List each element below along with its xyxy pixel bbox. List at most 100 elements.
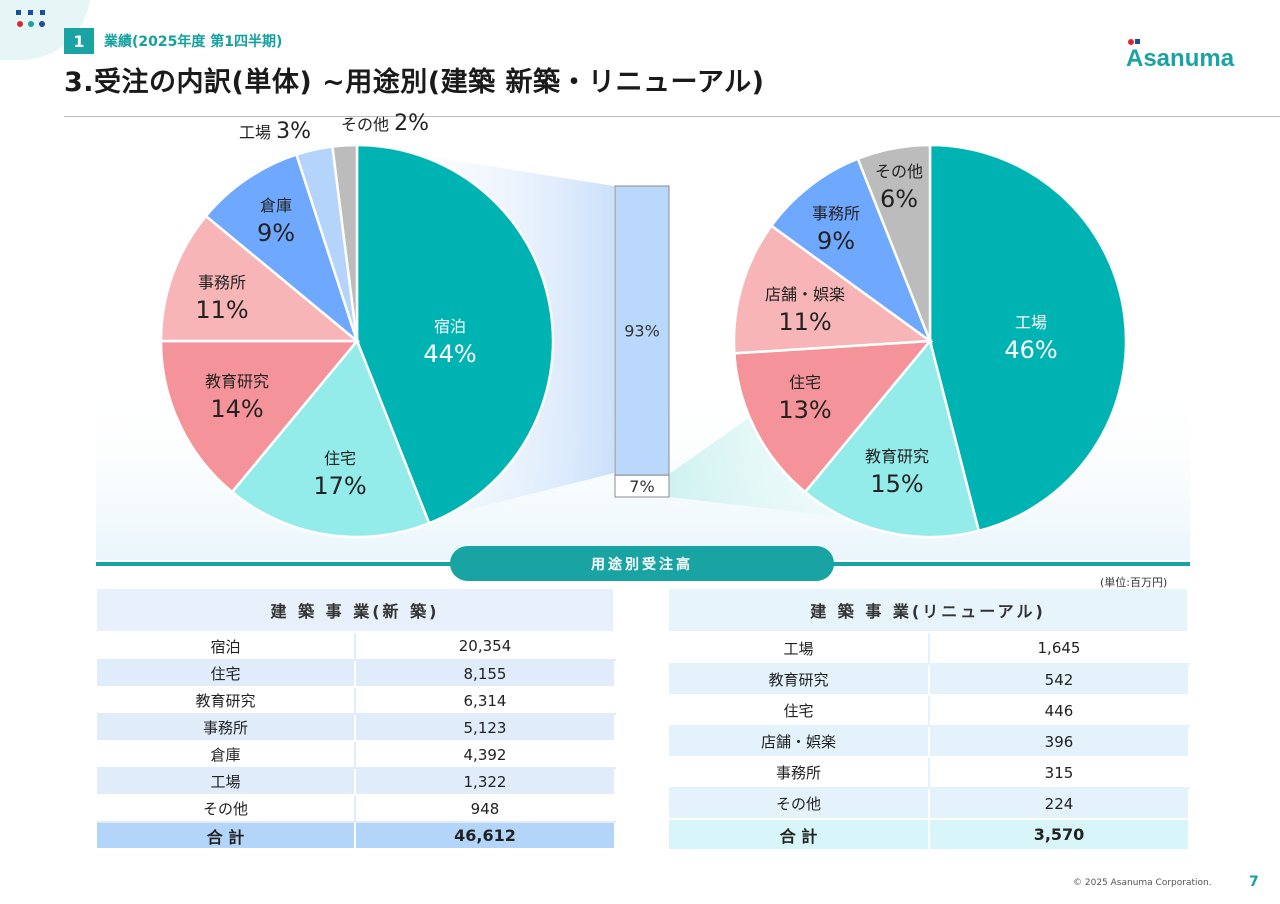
table-total-row: 合 計 3,570: [669, 819, 1190, 851]
slice-value: 9%: [817, 227, 855, 255]
row-label: 住宅: [669, 695, 930, 727]
pie-slice: [204, 153, 360, 345]
slice-label: 住宅: [789, 373, 821, 392]
slice-label: 住宅: [324, 449, 356, 468]
table-row: 倉庫 4,392: [97, 741, 616, 769]
pie-slice: [769, 157, 933, 345]
corner-decoration: [0, 0, 90, 60]
slice-value: 6%: [880, 185, 918, 213]
slice-label: 教育研究: [205, 372, 269, 391]
row-label: 教育研究: [97, 687, 356, 715]
table-row: 住宅 446: [669, 695, 1190, 727]
logo-text: Asanuma: [1126, 45, 1235, 72]
pie-charts: 宿泊 44% 住宅 17% 教育研究 14% 事務所 11% 倉庫 9% 工場 3% その他 2% 9…: [96, 111, 1190, 560]
table-row: 宿泊 20,354: [97, 633, 616, 661]
page-number: 7: [1249, 874, 1259, 890]
table-row: 事務所 315: [669, 757, 1190, 789]
page-title: 3.受注の内訳(単体) ~用途別(建築 新築・リニューアル): [64, 67, 765, 98]
pie-slice: [230, 338, 431, 539]
row-value: 20,354: [355, 633, 616, 661]
slice-label: 事務所: [198, 273, 246, 292]
slice-label: その他 2%: [341, 111, 429, 136]
pie-slice: [803, 338, 981, 539]
row-value: 4,392: [355, 741, 616, 769]
table-total-row: 合 計 46,612: [97, 822, 616, 850]
slice-label: 宿泊: [434, 317, 466, 336]
row-label: 倉庫: [97, 741, 356, 769]
table-new: 宿泊 20,354 住宅 8,155 教育研究 6,314 事務所 5,123 倉庫 4,392 工…: [97, 633, 616, 850]
row-value: 1,645: [929, 633, 1190, 665]
row-label: 教育研究: [669, 664, 930, 696]
row-label: その他: [97, 795, 356, 823]
stack-segment: [614, 474, 670, 498]
row-label: 宿泊: [97, 633, 356, 661]
slice-value: 11%: [195, 296, 248, 324]
row-value: 948: [355, 795, 616, 823]
row-label: 事務所: [97, 714, 356, 742]
table-row: 教育研究 542: [669, 664, 1190, 696]
table-row: その他 948: [97, 795, 616, 823]
slice-value: 14%: [210, 395, 263, 423]
pie-slice: [159, 339, 360, 494]
title-divider: [64, 116, 1280, 117]
stack-segment-label: 93%: [624, 322, 660, 341]
total-value: 46,612: [355, 822, 616, 850]
pie-slice: [856, 143, 932, 342]
row-label: その他: [669, 788, 930, 820]
table-row: 店舗・娯楽 396: [669, 726, 1190, 758]
row-label: 工場: [97, 768, 356, 796]
stack-segment-label: 7%: [629, 477, 654, 496]
slice-value: 15%: [870, 470, 923, 498]
table-row: 工場 1,322: [97, 768, 616, 796]
total-label: 合 計: [669, 819, 930, 851]
row-label: 店舗・娯楽: [669, 726, 930, 758]
row-value: 315: [929, 757, 1190, 789]
unit-label: (単位:百万円): [1100, 576, 1168, 589]
slice-value: 46%: [1004, 336, 1057, 364]
table-row: その他 224: [669, 788, 1190, 820]
slice-label: 工場: [1015, 313, 1047, 332]
slice-value: 17%: [313, 472, 366, 500]
row-value: 5,123: [355, 714, 616, 742]
slice-label: 倉庫: [260, 196, 292, 215]
row-value: 1,322: [355, 768, 616, 796]
section-number-badge: 1: [64, 28, 94, 54]
row-label: 工場: [669, 633, 930, 665]
row-value: 8,155: [355, 660, 616, 688]
table-row: 工場 1,645: [669, 633, 1190, 665]
slice-value: 11%: [778, 308, 831, 336]
company-logo: Asanuma: [1126, 39, 1235, 72]
row-label: 事務所: [669, 757, 930, 789]
pie-slice: [732, 224, 934, 355]
total-value: 3,570: [929, 819, 1190, 851]
slice-label: 教育研究: [865, 447, 929, 466]
table-row: 教育研究 6,314: [97, 687, 616, 715]
row-value: 6,314: [355, 687, 616, 715]
row-value: 446: [929, 695, 1190, 727]
pie-slice: [159, 214, 361, 343]
copyright: © 2025 Asanuma Corporation.: [1073, 878, 1212, 888]
table-row: 住宅 8,155: [97, 660, 616, 688]
total-label: 合 計: [97, 822, 356, 850]
slice-value: 13%: [778, 396, 831, 424]
slice-value: 9%: [257, 219, 295, 247]
stack-segment: [614, 185, 670, 476]
pie-slice: [331, 143, 359, 342]
table-title-renewal: 建 築 事 業(リニューアル): [669, 589, 1187, 631]
band-label: 用途別受注高: [450, 546, 834, 581]
table-title-new: 建 築 事 業(新 築): [97, 589, 613, 631]
table-renewal: 工場 1,645 教育研究 542 住宅 446 店舗・娯楽 396 事務所 315 その他 224 合…: [669, 633, 1190, 851]
row-value: 396: [929, 726, 1190, 758]
pie-slice: [355, 143, 555, 525]
pie-slice: [928, 143, 1128, 533]
section-label: 業績(2025年度 第1四半期): [104, 34, 283, 50]
row-label: 住宅: [97, 660, 356, 688]
slice-label: 工場 3%: [239, 119, 311, 144]
slice-label: 店舗・娯楽: [765, 285, 845, 304]
row-value: 542: [929, 664, 1190, 696]
slice-label: その他: [875, 162, 923, 181]
pie-slice: [733, 339, 933, 494]
row-value: 224: [929, 788, 1190, 820]
slice-value: 44%: [423, 340, 476, 368]
slice-label: 事務所: [812, 204, 860, 223]
